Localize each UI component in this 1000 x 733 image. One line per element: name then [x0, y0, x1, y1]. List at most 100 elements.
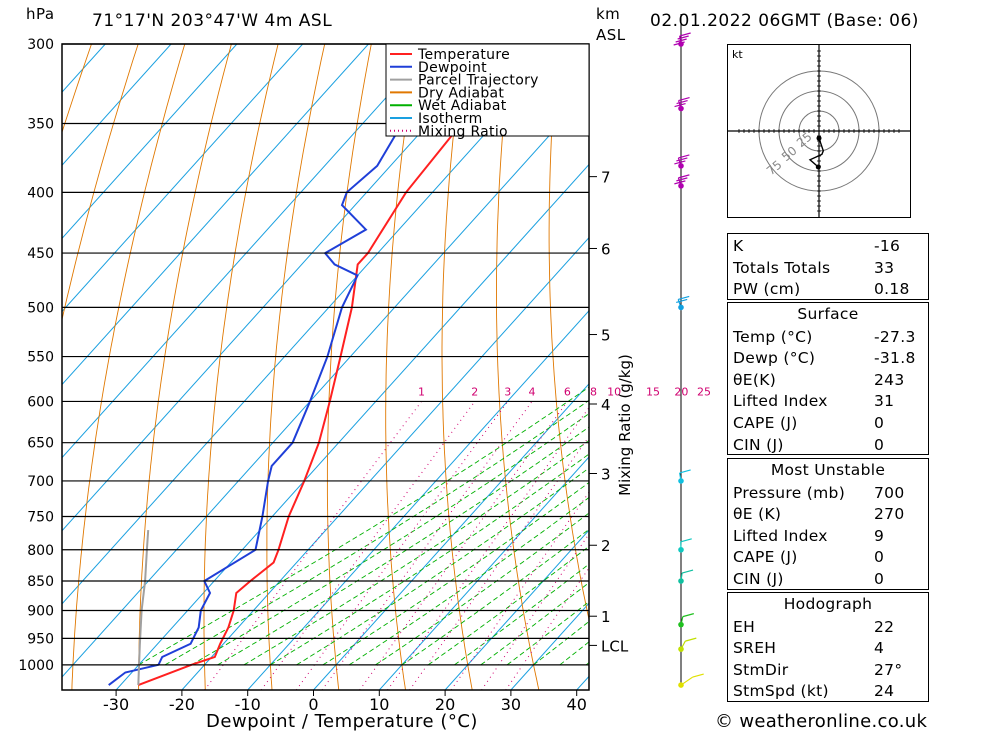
wind-barb-feather — [679, 469, 691, 474]
dry-adiabat-line — [71, 44, 186, 690]
index-row: EH 22 — [733, 617, 895, 636]
most-unstable-title: Most Unstable — [770, 461, 886, 479]
datetime-title: 02.01.2022 06GMT (Base: 06) — [650, 11, 919, 31]
isotherm-line — [62, 44, 304, 313]
wind-barb — [679, 472, 682, 482]
pressure-tick-label: 650 — [27, 436, 54, 452]
parcel-trajectory-line — [137, 530, 150, 686]
mixing-ratio-axis-title: Mixing Ratio (g/kg) — [616, 354, 634, 496]
km-tick-label: 7 — [601, 169, 611, 187]
pressure-tick-label: 900 — [27, 604, 54, 620]
isotherm-line — [62, 44, 238, 240]
wind-barb-feather — [682, 613, 694, 618]
wind-barb-feather — [675, 38, 687, 43]
wind-barb-feather — [678, 295, 690, 300]
wind-barb — [680, 640, 686, 650]
dry-adiabat-line — [441, 44, 473, 690]
x-tick-label: -30 — [103, 695, 129, 714]
x-tick-label: -20 — [169, 695, 195, 714]
mixing-ratio-line — [409, 435, 589, 690]
mixing-ratio-label: 2 — [471, 385, 478, 398]
asl-unit-label: ASL — [596, 26, 626, 44]
hodograph-panel: Hodograph EH 22 SREH 4 StmDir 27° StmSpd (k… — [727, 592, 929, 702]
isotherm-line — [62, 44, 369, 386]
wet-adiabat-line — [454, 563, 589, 666]
index-row: Lifted Index 31 — [733, 392, 895, 411]
mixing-ratio-label: 4 — [529, 385, 536, 398]
wind-barb-feather — [677, 35, 689, 40]
index-row: Temp (°C) -27.3 — [733, 327, 916, 346]
wind-barb-feather — [678, 154, 690, 159]
mixing-ratio-line — [481, 533, 589, 690]
mixing-ratio-label: 8 — [590, 385, 597, 398]
pressure-tick-label: 1000 — [18, 658, 54, 674]
credit-link[interactable]: © weatheronline.co.uk — [715, 711, 928, 732]
temperature-line — [137, 44, 560, 687]
wind-barb-feather — [673, 41, 685, 46]
wind-barb-feather — [692, 673, 704, 678]
index-row: SREH 4 — [733, 639, 885, 658]
km-tick-label: 6 — [601, 240, 611, 258]
x-tick-label: 0 — [308, 695, 318, 714]
x-axis-title: Dewpoint / Temperature (°C) — [206, 711, 478, 732]
index-row: CIN (J) 0 — [733, 569, 885, 588]
isotherm-line — [247, 310, 589, 690]
hodograph-point — [815, 164, 821, 170]
wet-adiabat-line — [270, 453, 589, 666]
x-tick-label: -10 — [235, 695, 261, 714]
wind-barb-feather — [676, 157, 688, 162]
mixing-ratio-label: 10 — [607, 385, 621, 398]
isotherm-line — [62, 44, 567, 605]
index-row: CAPE (J) 0 — [733, 413, 885, 432]
km-tick-label: LCL — [601, 637, 629, 655]
surface-panel: Surface Temp (°C) -27.3 Dewp (°C) -31.8 θE… — [727, 302, 929, 456]
wind-barb-feather — [678, 96, 690, 102]
legend-label: Dry Adiabat — [418, 85, 504, 101]
km-tick-label: 3 — [601, 465, 611, 483]
dry-adiabat-line — [326, 44, 372, 690]
wind-barb-feather — [674, 180, 686, 185]
wet-adiabat-line — [217, 426, 589, 666]
dry-adiabat-line — [600, 44, 672, 690]
wind-barb-feather — [676, 99, 688, 105]
mixing-ratio-label: 3 — [504, 385, 511, 398]
mixing-ratio-label: 6 — [564, 385, 571, 398]
km-tick-label: 2 — [601, 537, 611, 555]
mixing-ratio-label: 25 — [697, 385, 711, 398]
mixing-ratio-line — [321, 401, 533, 690]
hodograph-unit-label: kt — [732, 48, 743, 61]
pressure-tick-label: 750 — [27, 509, 54, 525]
legend-box — [385, 43, 590, 137]
dry-adiabat-line — [385, 44, 419, 690]
index-row: CIN (J) 0 — [733, 435, 885, 454]
km-tick-label: 5 — [601, 327, 611, 345]
wind-barb — [680, 676, 694, 686]
plot-frame — [61, 43, 590, 691]
pressure-tick-label: 700 — [27, 474, 54, 490]
index-row: PW (cm) 0.18 — [733, 280, 910, 299]
index-row: Dewp (°C) -31.8 — [733, 349, 916, 368]
dry-adiabat-line — [266, 44, 326, 690]
pressure-tick-label: 300 — [27, 37, 54, 53]
wind-level-dot — [678, 304, 684, 311]
km-unit-label: km — [596, 5, 621, 23]
mixing-ratio-line — [359, 401, 568, 690]
dry-adiabat-line — [931, 44, 1000, 690]
index-row: θE (K) 270 — [733, 505, 905, 524]
legend-label: Isotherm — [418, 111, 483, 127]
pressure-tick-label: 500 — [27, 300, 54, 316]
location-title: 71°17'N 203°47'W 4m ASL — [92, 11, 333, 31]
x-tick-label: 30 — [501, 695, 521, 714]
km-tick-label: 1 — [601, 608, 611, 626]
pressure-tick-label: 850 — [27, 574, 54, 590]
isotherm-line — [62, 44, 435, 459]
isotherm-line — [378, 456, 589, 690]
dry-adiabat-line — [62, 44, 139, 322]
mixing-ratio-label: 15 — [646, 385, 660, 398]
wet-adiabat-line — [243, 439, 589, 666]
dry-adiabat-line — [650, 44, 740, 690]
surface-title: Surface — [797, 305, 859, 323]
isotherm-line — [62, 44, 501, 532]
wind-barb-feather — [680, 538, 692, 543]
